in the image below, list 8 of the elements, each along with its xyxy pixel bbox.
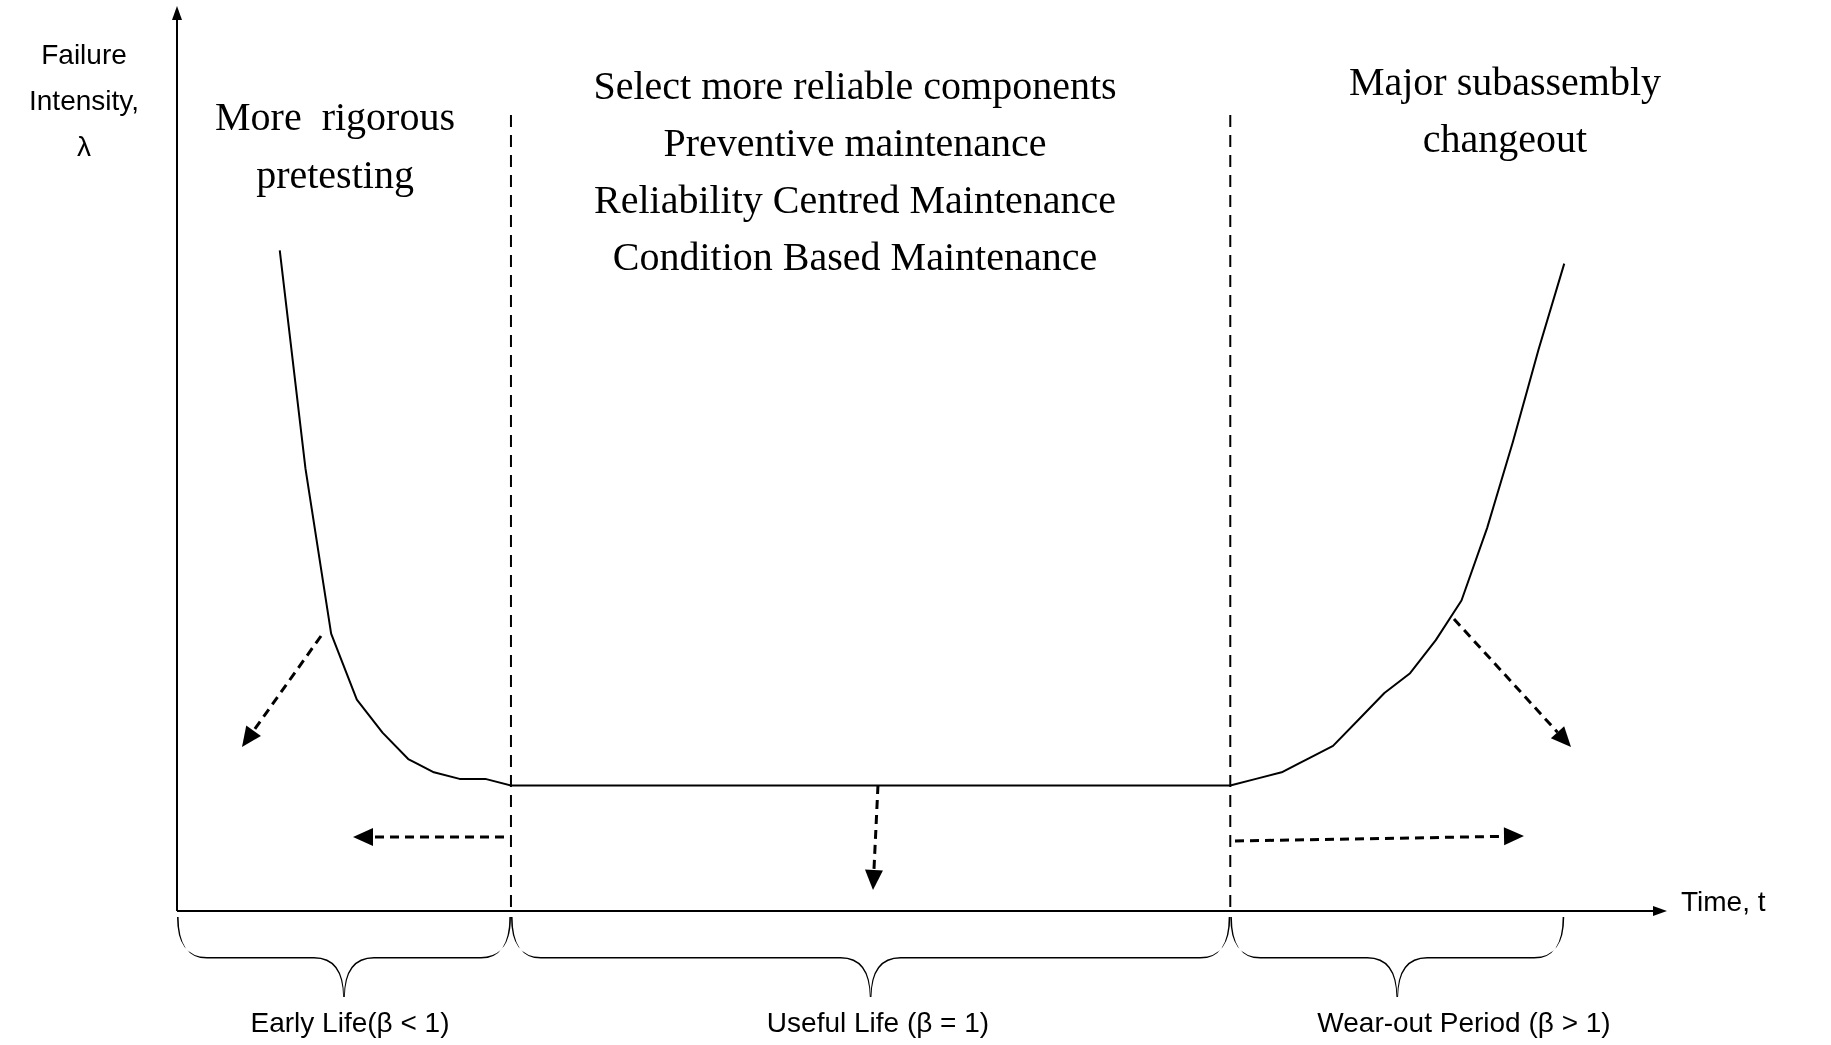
x-axis-title: Time, t	[1681, 885, 1766, 917]
text: Major subassembly changeout	[1348, 58, 1662, 161]
y-axis-title: Failure Intensity, λ	[29, 38, 139, 162]
text: Early Life(β < 1)	[250, 1006, 450, 1038]
text: Wear-out Period (β > 1)	[1317, 1006, 1611, 1038]
text: Useful Life (β = 1)	[766, 1006, 990, 1038]
text: More rigorous pretesting	[215, 93, 455, 197]
annotation: Select more reliable components Preventive maintenance Reliability Centred Maintenance Condition Based Maintenance	[593, 62, 1117, 279]
